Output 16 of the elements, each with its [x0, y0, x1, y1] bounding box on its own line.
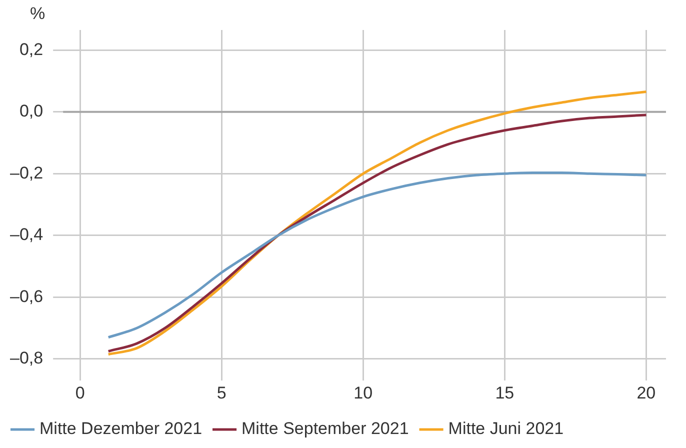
legend-label: Mitte September 2021	[242, 419, 409, 438]
x-tick-label: 5	[216, 383, 226, 402]
y-axis-title: %	[30, 4, 46, 24]
x-tick-label: 20	[636, 383, 656, 402]
legend-label: Mitte Juni 2021	[448, 419, 564, 438]
x-tick-label: 0	[75, 383, 85, 402]
y-tick-label: 0,2	[19, 40, 44, 59]
y-tick-label: –0,2	[10, 163, 44, 182]
y-tick-label: –0,6	[10, 286, 44, 306]
legend-label: Mitte Dezember 2021	[40, 419, 202, 438]
line-series	[107, 171, 648, 339]
x-tick-label: 15	[495, 383, 514, 402]
y-tick-label: –0,8	[10, 348, 44, 368]
x-tick-label: 10	[354, 383, 373, 402]
y-tick-label: –0,4	[10, 225, 44, 244]
y-tick-label: 0,0	[19, 102, 44, 121]
